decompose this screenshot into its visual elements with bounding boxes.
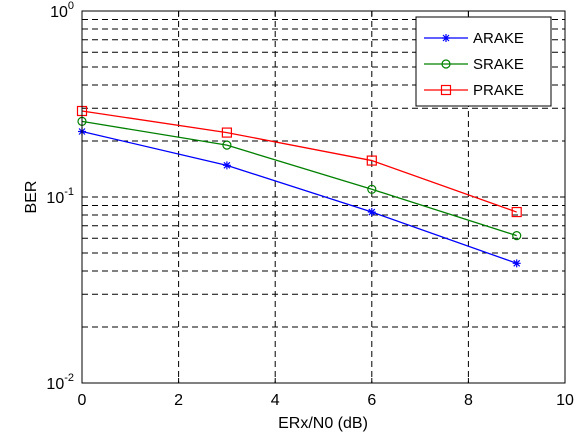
prake-legend-marker <box>440 84 452 96</box>
legend: ARAKE SRAKE PRAKE <box>415 16 552 107</box>
arake-legend-marker <box>442 34 450 42</box>
axis-ticks: 0 2 4 6 8 10 10-2 10-1 100 <box>46 0 574 409</box>
prake-data-point <box>221 127 232 138</box>
arake-series-line <box>81 130 517 264</box>
arake-data-point <box>222 161 231 170</box>
legend-box <box>415 16 552 107</box>
x-tick-label: 8 <box>464 392 473 409</box>
srake-data-point <box>512 231 522 241</box>
x-tick-label: 0 <box>78 392 87 409</box>
y-tick-label: 10-1 <box>46 186 74 207</box>
x-tick-label: 2 <box>174 392 183 409</box>
arake-legend-label: ARAKE <box>473 30 524 47</box>
srake-data-point <box>222 140 232 150</box>
series-lines <box>76 105 522 268</box>
y-tick-label: 10-2 <box>46 372 74 393</box>
srake-legend-marker <box>441 59 451 69</box>
y-axis-title: BER <box>23 181 40 214</box>
prake-data-point <box>366 155 377 166</box>
x-tick-label: 6 <box>367 392 376 409</box>
x-axis-title: ERx/N0 (dB) <box>278 415 368 432</box>
x-tick-label: 10 <box>556 392 574 409</box>
srake-legend-label: SRAKE <box>473 56 524 73</box>
srake-data-point <box>367 184 377 194</box>
y-tick-label: 100 <box>50 0 74 21</box>
x-tick-label: 4 <box>271 392 280 409</box>
arake-data-point <box>367 208 376 217</box>
prake-series-line <box>81 110 517 213</box>
srake-series-line <box>81 120 517 237</box>
prake-data-point <box>511 206 522 218</box>
arake-data-point <box>512 259 521 268</box>
prake-legend-label: PRAKE <box>473 82 524 99</box>
